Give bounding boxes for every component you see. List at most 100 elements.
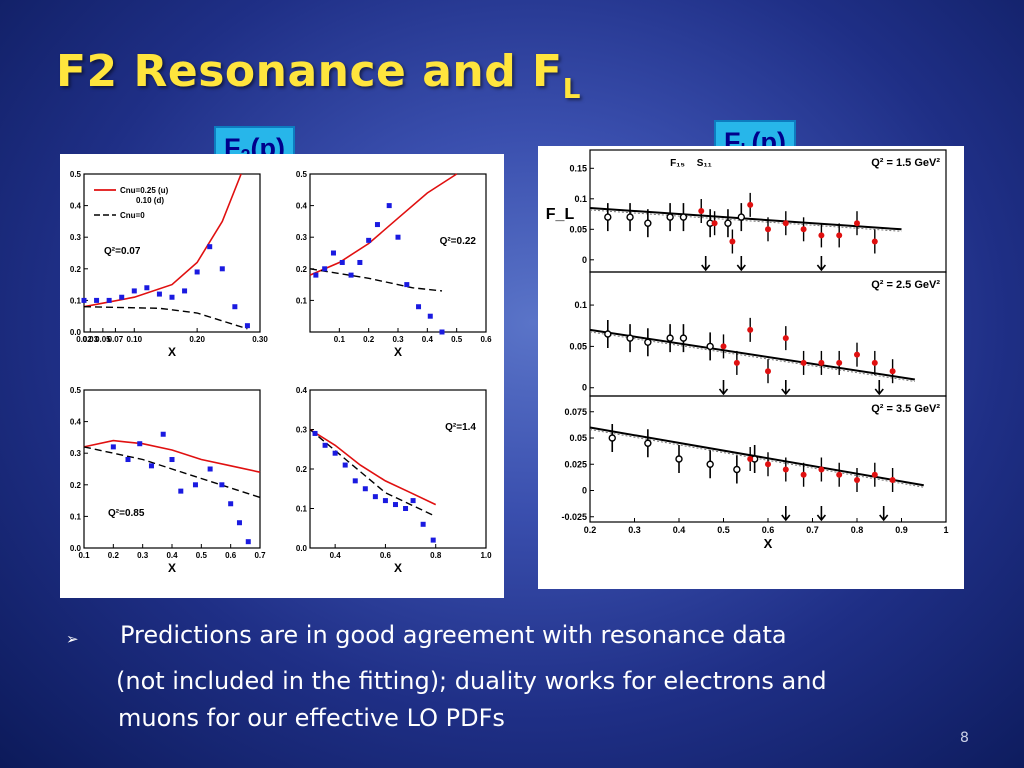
fl-q35-xlabel: X (764, 536, 773, 551)
f2-q007-ytick-label: 0.1 (70, 296, 82, 305)
f2-q022-ytick-label: 0.3 (296, 233, 308, 242)
f2-q085-annotation: Q²=0.85 (108, 508, 145, 519)
fl-q35-xtick-label: 1 (943, 525, 948, 535)
fl-q35-ytick-label: 0.075 (564, 407, 587, 417)
fl-q35-resonance-arrow (781, 506, 791, 522)
f2-q022-ytick-label: 0.4 (296, 202, 308, 211)
f2-q022-xtick-label: 0.3 (392, 335, 404, 344)
fl-q25-red-point (747, 326, 754, 333)
f2-q007-data-point (119, 294, 125, 300)
fl-q35-xtick-label: 0.7 (806, 525, 819, 535)
f2-q085-data-point (137, 441, 143, 447)
f2-q14-data-point (352, 478, 358, 484)
f2-q007-xtick-label: 0.30 (252, 335, 268, 344)
f2-q007-data-point (207, 244, 213, 250)
f2-q022-data-point (330, 250, 336, 256)
fl-q15-red-point (800, 226, 807, 233)
slide-title-main: F2 Resonance and F (56, 46, 563, 97)
f2-q007-ytick-label: 0.2 (70, 265, 82, 274)
f2-q022-data-point (313, 272, 319, 278)
bullet-text-line3: muons for our effective LO PDFs (118, 704, 505, 732)
f2-q085-data-point (169, 457, 175, 463)
fl-q15-resonance-arrow (736, 256, 746, 272)
f2-q085-curve-dash (83, 446, 261, 499)
f2-panel: 0.0 0.1 0.2 0.3 0.4 0.5 0.02 0.03 0.05 0.07 0.10 0.… (60, 154, 504, 598)
f2-q085-xtick-label: 0.2 (108, 551, 120, 560)
fl-q35-resonance-arrow (879, 506, 889, 522)
f2-q085-xtick-label: 0.3 (137, 551, 149, 560)
f2-q007-xtick-label: 0.05 (95, 335, 111, 344)
f2-q007-curve-dash (83, 306, 248, 330)
f2-q022-data-point (427, 313, 433, 319)
fl-q25-red-point (733, 359, 740, 366)
fl-q15-fit-line (589, 206, 902, 231)
f2-q007-data-point (182, 288, 188, 294)
f2-q007-legend-text: Cnu=0.25 (u) (120, 186, 169, 195)
f2-q022-xtick-label: 0.4 (422, 335, 434, 344)
f2-q022-xlabel: X (394, 345, 402, 359)
fl-q25-black-point (679, 334, 688, 342)
f2-q022-frame (309, 173, 487, 333)
fl-q25-red-point (765, 368, 771, 375)
bullet-text-line2: (not included in the fitting); duality w… (116, 667, 827, 695)
fl-q35-xtick-label: 0.9 (895, 525, 908, 535)
fl-q35-ytick-label: 0.05 (569, 433, 587, 443)
fl-q15-plot: 0 0.05 0.1 0.15 Q² = 1.5 GeV² F₁₅ S₁₁ F_L (546, 149, 947, 273)
f2-q085-data-point (125, 457, 131, 463)
f2-q022-xtick-label: 0.2 (363, 335, 375, 344)
f2-q14-data-point (420, 521, 426, 527)
fl-q25-red-point (836, 359, 843, 366)
f2-q022-xtick-label: 0.1 (334, 335, 346, 344)
fl-q15-black-point (604, 213, 612, 221)
fl-q15-resonance-arrow (701, 256, 711, 272)
f2-q085-ytick-label: 0.1 (70, 512, 82, 521)
fl-q25-resonance-arrow (874, 380, 884, 396)
f2-chart-grid: 0.00.10.20.30.40.50.020.030.050.07 0.10 0.… (70, 170, 492, 575)
fl-q35-xtick-label: 0.2 (584, 525, 597, 535)
fl-q35-annotation: Q² = 3.5 GeV² (871, 403, 940, 415)
f2-q14-data-point (410, 498, 416, 504)
f2-q085-xtick-label: 0.4 (166, 551, 178, 560)
fl-q15-black-point (666, 213, 674, 221)
f2-q007-plot: 0.0 0.1 0.2 0.3 0.4 0.5 0.020.030.050.07 0.10 0.… (70, 170, 268, 359)
fl-q35-xtick-label: 0.5 (717, 525, 730, 535)
fl-q35-xtick-label: 0.3 (628, 525, 641, 535)
f2-q085-data-point (228, 501, 234, 507)
f2-q007-data-point (194, 269, 200, 275)
f2-q14-data-point (382, 498, 388, 504)
f2-q14-ytick-label: 0.3 (296, 426, 308, 435)
f2-q007-data-point (106, 297, 112, 303)
f2-q14-annotation: Q²=1.4 (445, 422, 476, 433)
f2-q007-xtick-label: 0.10 (126, 335, 142, 344)
fl-q15-red-point (871, 238, 878, 245)
fl-q35-plot: -0.025 0 0.025 0.05 0.075 0.2 0.3 0.4 0.5 0.6 0.7 0… (561, 395, 949, 551)
fl-q35-red-point (836, 471, 843, 478)
f2-q022-curve-dash (309, 268, 443, 292)
fl-q15-ytick-label: 0 (582, 255, 587, 265)
f2-q14-curve-dash (309, 428, 436, 518)
f2-q007-xtick-label: 0.02 (76, 335, 92, 344)
fl-q35-xtick-label: 0.8 (851, 525, 864, 535)
fl-q25-black-point (626, 334, 634, 342)
f2-q022-xtick-label: 0.5 (451, 335, 463, 344)
f2-q022-ytick-label: 0.5 (296, 170, 308, 179)
fl-q25-resonance-arrow (781, 380, 791, 396)
f2-q085-data-point (160, 431, 166, 437)
f2-q022-data-point (404, 282, 410, 288)
f2-q14-ytick-label: 0.0 (296, 544, 308, 553)
f2-q022-data-point (416, 304, 422, 310)
f2-q14-data-point (332, 450, 338, 456)
f2-q14-xtick-label: 0.4 (330, 551, 342, 560)
f2-q14-xtick-label: 0.8 (430, 551, 442, 560)
fl-q15-resonance-arrow (816, 256, 827, 272)
fl-q35-red-point (782, 466, 789, 473)
fl-q15-black-point (644, 219, 652, 227)
f2-q14-data-point (392, 502, 398, 508)
f2-q022-data-point (322, 266, 328, 272)
f2-q085-xlabel: X (168, 561, 176, 575)
fl-q25-black-point (666, 334, 674, 342)
f2-q007-ytick-label: 0.3 (70, 233, 82, 242)
fl-q25-resonance-arrow (718, 380, 729, 396)
f2-q14-data-point (362, 486, 368, 492)
f2-q022-curve-red (309, 173, 458, 276)
